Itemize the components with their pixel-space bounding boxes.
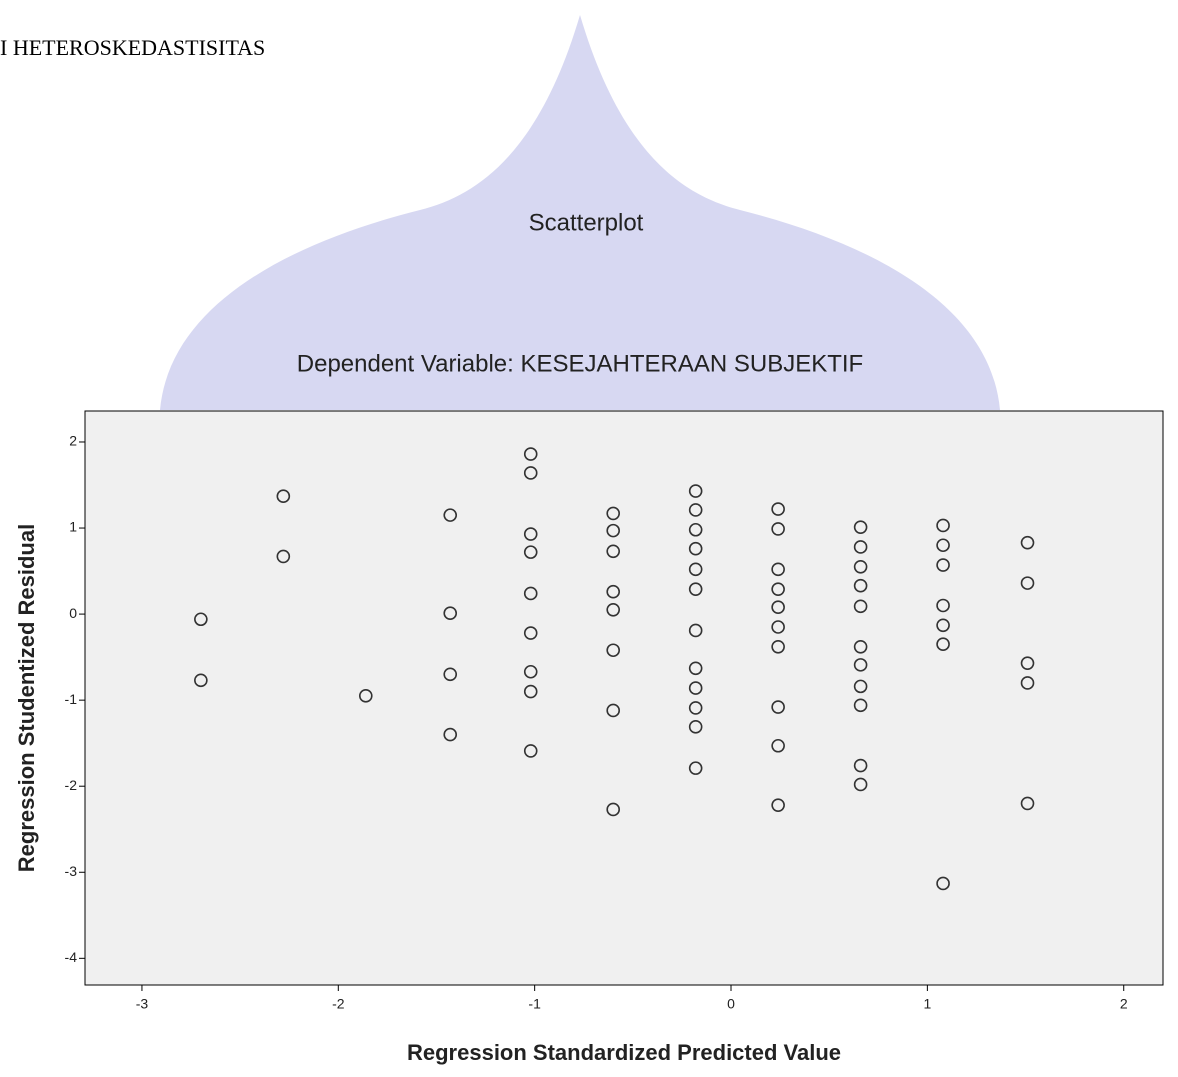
plot-area <box>85 411 1163 985</box>
x-tick-label: -3 <box>136 996 149 1012</box>
y-tick-label: 0 <box>69 605 77 621</box>
page-heading: I HETEROSKEDASTISITAS <box>0 35 265 60</box>
x-tick-label: -1 <box>528 996 541 1012</box>
y-tick-label: 2 <box>69 433 77 449</box>
chart-subtitle: Dependent Variable: KESEJAHTERAAN SUBJEK… <box>297 350 863 377</box>
y-tick-label: -2 <box>65 777 78 793</box>
x-tick-label: -2 <box>332 996 345 1012</box>
x-tick-label: 0 <box>727 996 735 1012</box>
x-axis-label: Regression Standardized Predicted Value <box>407 1040 841 1065</box>
chart-title: Scatterplot <box>529 209 644 236</box>
page: {"heading": "I HETEROSKEDASTISITAS", "ch… <box>0 0 1178 1077</box>
x-tick-label: 2 <box>1120 996 1128 1012</box>
y-tick-label: -1 <box>65 691 78 707</box>
y-tick-label: -3 <box>65 863 78 879</box>
chart: I HETEROSKEDASTISITAS Scatterplot Depend… <box>0 0 1178 1077</box>
x-tick-label: 1 <box>923 996 931 1012</box>
y-tick-label: -4 <box>65 949 78 965</box>
y-tick-label: 1 <box>69 519 77 535</box>
y-axis-label: Regression Studentized Residual <box>14 524 39 872</box>
